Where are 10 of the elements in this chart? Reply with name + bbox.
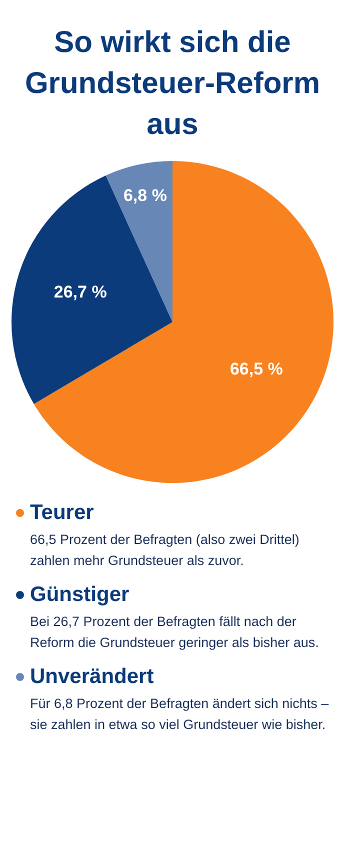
legend-label: Teurer xyxy=(30,501,94,525)
data-label: 66,5 % xyxy=(230,360,283,379)
data-label: 6,8 % xyxy=(123,186,167,205)
data-label: 26,7 % xyxy=(54,282,107,302)
text: Bei 26,7 Prozent der Befragten fällt nach der Reform die Grundsteuer geringer als bisher aus. xyxy=(29,613,320,652)
legend-label: Unverändert xyxy=(30,665,154,689)
legend-label: Günstiger xyxy=(30,583,130,607)
text: Für 6,8 Prozent der Befragten ändert sich nichts – sie zahlen in etwa so viel Grundsteuer wie bisher. xyxy=(29,695,330,734)
text: 66,5 Prozent der Befragten (also zwei Drittel) zahlen mehr Grundsteuer als zuvor. xyxy=(29,531,300,570)
chart-title: So wirkt sich die Grundsteuer-Reform aus xyxy=(24,25,322,143)
